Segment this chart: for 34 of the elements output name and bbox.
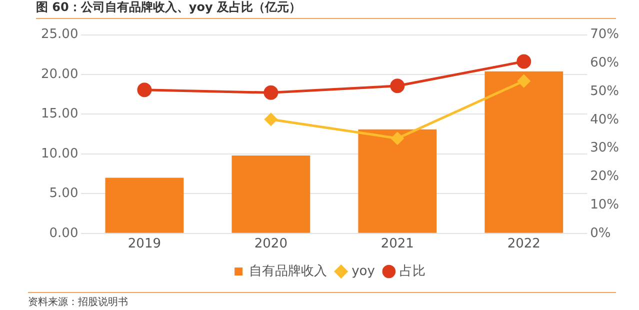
y-tick-label: 20.00 bbox=[41, 66, 78, 82]
y-tick-label: 10.00 bbox=[41, 146, 78, 162]
x-tick-label: 2021 bbox=[380, 236, 414, 252]
y2-tick-label: 70% bbox=[590, 27, 620, 42]
y-tick-label: 5.00 bbox=[49, 186, 78, 202]
y2-tick-label: 10% bbox=[590, 197, 620, 212]
y-tick-label: 0.00 bbox=[49, 226, 78, 241]
y2-tick-label: 30% bbox=[590, 140, 620, 156]
text: 资料来源：招股说明书 bbox=[28, 292, 616, 309]
x-tick-label: 2019 bbox=[128, 236, 161, 252]
point bbox=[518, 74, 530, 88]
y2-tick-label: 40% bbox=[590, 112, 620, 128]
y2-tick-label: 0% bbox=[590, 226, 611, 241]
chart-title: 图 60：公司自有品牌收入、yoy 及占比（亿元） bbox=[36, 0, 616, 19]
point bbox=[264, 85, 278, 100]
bar bbox=[484, 71, 564, 233]
y-tick-label: 25.00 bbox=[41, 27, 78, 42]
bar bbox=[358, 129, 437, 233]
legend-label: 占比 bbox=[399, 264, 426, 279]
point bbox=[137, 82, 152, 98]
point bbox=[390, 78, 405, 94]
x-tick-label: 2022 bbox=[507, 236, 540, 252]
point bbox=[264, 113, 278, 126]
legend-label: 自有品牌收入 bbox=[249, 264, 328, 279]
bar bbox=[232, 156, 310, 233]
y-tick-label: 15.00 bbox=[41, 106, 78, 122]
y2-tick-label: 20% bbox=[590, 169, 620, 184]
point bbox=[516, 54, 532, 69]
y2-tick-label: 60% bbox=[590, 56, 620, 71]
y2-tick-label: 50% bbox=[590, 84, 620, 99]
x-tick-label: 2020 bbox=[254, 236, 288, 252]
point bbox=[391, 132, 404, 145]
bar bbox=[105, 178, 184, 233]
legend-label: yoy bbox=[352, 264, 376, 279]
